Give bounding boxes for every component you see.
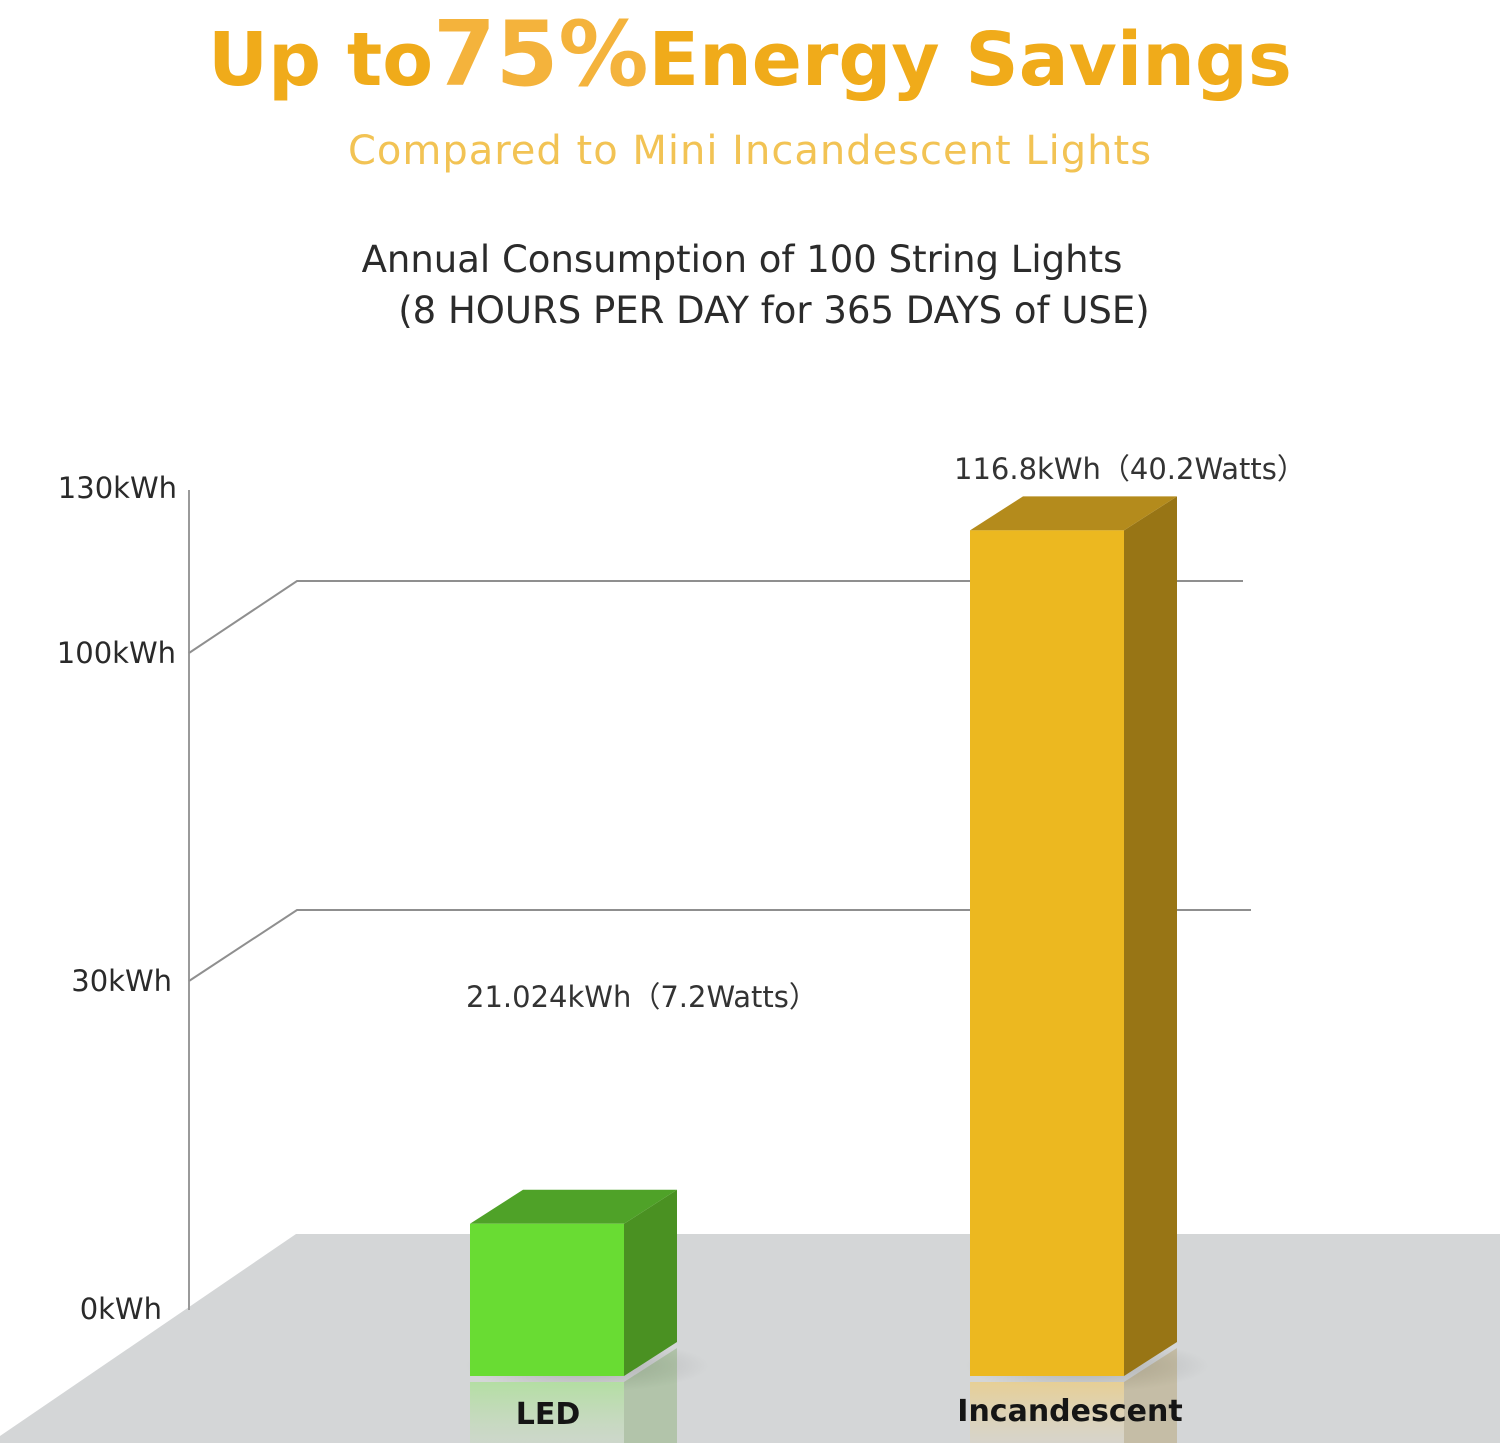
x-category-label-led: LED — [516, 1397, 581, 1432]
bar-incandescent — [970, 530, 1124, 1376]
headline-suffix: Energy Savings — [648, 17, 1292, 103]
data-label-led: 21.024kWh（7.2Watts） — [466, 980, 818, 1014]
subtitle: Compared to Mini Incandescent Lights — [347, 128, 1153, 174]
bars — [465, 496, 1209, 1443]
y-tick-label-0: 0kWh — [80, 1292, 162, 1326]
data-label-incandescent: 116.8kWh（40.2Watts） — [954, 452, 1306, 486]
bar-top-led — [470, 1189, 677, 1224]
chart-title-line-2: (8 HOURS PER DAY for 365 DAYS of USE) — [398, 289, 1150, 332]
bar-led — [470, 1223, 624, 1376]
bar-reflection-led — [470, 1382, 624, 1443]
bar-reflection-side-led — [624, 1348, 677, 1443]
headline-prefix: Up to — [208, 17, 434, 103]
bar-reflection-incandescent — [970, 1382, 1124, 1443]
y-tick-label-30: 30kWh — [71, 964, 172, 998]
chart-title-line-1: Annual Consumption of 100 String Lights — [361, 238, 1123, 281]
y-tick-label-130: 130kWh — [58, 471, 177, 505]
bar-side-led — [624, 1189, 677, 1376]
y-tick-label-100: 100kWh — [57, 636, 176, 670]
gridline-100 — [188, 580, 1243, 654]
headline: Up to75%Energy Savings — [0, 0, 1500, 110]
gridlines — [188, 580, 1251, 982]
bar-reflection-side-incandescent — [1124, 1348, 1177, 1443]
gridline-30 — [188, 909, 1251, 982]
bar-side-incandescent — [1124, 496, 1177, 1376]
chart-floor — [0, 1234, 1500, 1443]
bar-top-incandescent — [970, 496, 1177, 531]
headline-percent: 75% — [433, 2, 649, 107]
x-category-label-incandescent: Incandescent — [957, 1394, 1182, 1429]
